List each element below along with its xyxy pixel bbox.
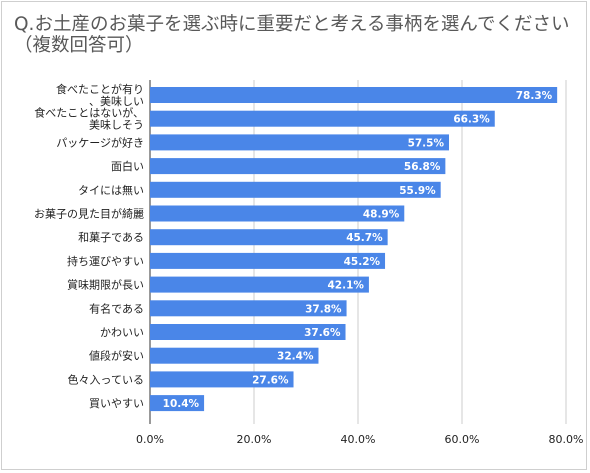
category-label: 持ち運びやすい — [67, 254, 144, 268]
data-label: 37.8% — [305, 303, 342, 315]
bar — [150, 181, 441, 198]
bar — [150, 300, 347, 317]
bar — [150, 276, 369, 293]
category-label: 色々入っている — [68, 372, 144, 386]
data-label: 57.5% — [408, 137, 445, 149]
data-label: 42.1% — [327, 280, 364, 292]
data-label: 55.9% — [399, 185, 436, 197]
bar — [150, 205, 405, 222]
x-tick-label: 20.0% — [237, 433, 272, 446]
category-label: お菓子の見た目が綺麗 — [34, 207, 144, 221]
data-label: 32.4% — [277, 351, 314, 363]
bar — [150, 134, 449, 151]
category-label: 有名である — [89, 301, 144, 315]
data-label: 56.8% — [404, 161, 441, 173]
x-tick-label: 80.0% — [549, 433, 584, 446]
data-label: 10.4% — [163, 398, 200, 410]
x-tick-label: 40.0% — [341, 433, 376, 446]
category-label: タイには無い — [78, 183, 144, 197]
data-label: 66.3% — [453, 114, 490, 126]
chart-title: Q.お土産のお菓子を選ぶ時に重要だと考える事柄を選んでください（複数回答可） — [14, 14, 570, 56]
category-label: 賞味期限が長い — [67, 278, 144, 292]
bar — [150, 229, 388, 246]
bar — [150, 110, 495, 127]
bar — [150, 324, 346, 340]
x-tick-label: 0.0% — [136, 433, 164, 446]
category-label: 値段が安い — [89, 349, 144, 363]
bar — [150, 371, 294, 388]
bar — [150, 87, 558, 103]
bar — [150, 252, 386, 269]
bar — [150, 395, 205, 412]
data-label: 78.3% — [516, 90, 553, 102]
x-tick-label: 60.0% — [445, 433, 480, 446]
category-label: 面白い — [111, 159, 144, 173]
category-label: 買いやすい — [89, 397, 144, 410]
bar — [150, 158, 446, 175]
data-label: 45.7% — [346, 232, 383, 244]
data-label: 27.6% — [252, 374, 289, 386]
category-label: 食べたことはないが、美味しそう — [34, 106, 144, 132]
data-label: 48.9% — [363, 209, 400, 221]
data-label: 37.6% — [304, 327, 341, 339]
category-label: かわいい — [100, 326, 144, 339]
bar — [150, 347, 319, 364]
category-label: パッケージが好き — [56, 135, 144, 149]
category-label: 和菓子である — [78, 231, 144, 244]
category-label: 食べたことが有り、美味しい — [56, 82, 144, 108]
data-label: 45.2% — [344, 256, 381, 268]
